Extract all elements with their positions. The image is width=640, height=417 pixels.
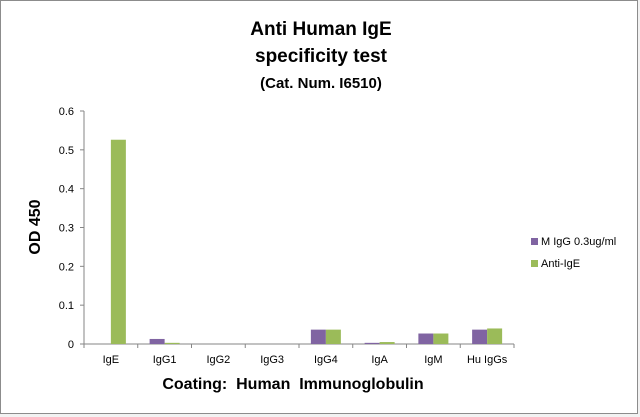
y-tick-label: 0.6 bbox=[59, 106, 74, 118]
y-ticks: 0 0.1 0.2 0.3 0.4 0.5 0.6 bbox=[59, 106, 84, 351]
bar-m-igg-6 bbox=[418, 333, 434, 344]
y-tick-label: 0.4 bbox=[59, 184, 74, 196]
legend-label: M IgG 0.3ug/ml bbox=[541, 236, 616, 248]
x-tick-label: IgG1 bbox=[153, 354, 177, 366]
x-tick-label: IgM bbox=[424, 354, 442, 366]
bars bbox=[110, 139, 503, 344]
x-tick-label: Hu IgGs bbox=[467, 354, 508, 366]
legend-swatch bbox=[531, 260, 538, 267]
bar-anti-ige-4 bbox=[325, 329, 341, 344]
chart-title-line-3: (Cat. Num. I6510) bbox=[260, 75, 382, 92]
bar-anti-ige-7 bbox=[487, 328, 503, 344]
x-axis-label: Coating: Human Immunoglobulin bbox=[162, 376, 423, 393]
x-ticks: IgE IgG1 IgG2 IgG3 IgG4 IgA IgM Hu IgGs bbox=[83, 344, 515, 366]
bar-m-igg-5 bbox=[364, 342, 380, 344]
bar-anti-ige-0 bbox=[110, 139, 126, 344]
y-tick-label: 0 bbox=[68, 339, 74, 351]
bar-m-igg-4 bbox=[310, 329, 326, 344]
x-tick-label: IgG4 bbox=[314, 354, 338, 366]
x-tick-label: IgG2 bbox=[206, 354, 230, 366]
legend: M IgG 0.3ug/ml Anti-IgE bbox=[531, 236, 616, 270]
x-tick-label: IgE bbox=[103, 354, 120, 366]
y-axis-label: OD 450 bbox=[27, 199, 44, 254]
chart-title-line-2: specificity test bbox=[255, 46, 388, 67]
legend-swatch bbox=[531, 238, 538, 245]
bar-anti-ige-6 bbox=[433, 333, 449, 344]
bar-m-igg-7 bbox=[472, 329, 488, 344]
bar-anti-ige-5 bbox=[379, 342, 395, 344]
chart-title-line-1: Anti Human IgE bbox=[250, 19, 391, 40]
y-tick-label: 0.5 bbox=[59, 145, 74, 157]
bar-anti-ige-1 bbox=[164, 342, 180, 344]
x-tick-label: IgG3 bbox=[260, 354, 284, 366]
legend-label: Anti-IgE bbox=[541, 258, 580, 270]
y-tick-label: 0.3 bbox=[59, 223, 74, 235]
bar-m-igg-1 bbox=[149, 338, 165, 344]
y-tick-label: 0.2 bbox=[59, 261, 74, 273]
y-tick-label: 0.1 bbox=[59, 300, 74, 312]
x-tick-label: IgA bbox=[371, 354, 388, 366]
